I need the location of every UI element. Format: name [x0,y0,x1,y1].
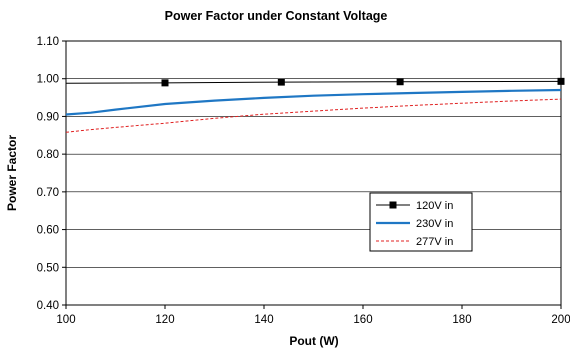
legend-marker-0 [389,201,397,209]
legend: 120V in 230V in 277V in [369,192,473,252]
x-tick-label: 120 [155,314,174,326]
x-axis-label: Pout (W) [289,334,338,348]
y-axis-label: Power Factor [5,135,19,211]
series-line-0 [65,80,562,84]
y-tick-label: 0.90 [37,111,59,123]
legend-label-0: 120V in [416,200,453,212]
series-marker-0 [557,77,565,85]
x-axis-ticks: 100 120 140 160 180 200 [56,305,570,326]
y-tick-label: 1.10 [37,36,59,48]
plot-area-border [65,40,562,306]
x-tick-label: 180 [452,314,471,326]
x-tick-label: 160 [353,314,372,326]
y-tick-label: 0.40 [37,300,59,312]
series-marker-0 [396,78,404,86]
y-tick-label: 0.60 [37,225,59,237]
series-line-2 [65,98,562,133]
series-lines [65,77,565,133]
legend-label-1: 230V in [416,218,453,230]
series-line-1 [65,88,562,116]
legend-label-2: 277V in [416,236,453,248]
chart-title: Power Factor under Constant Voltage [165,9,388,23]
series-marker-0 [161,79,169,87]
x-tick-label: 200 [551,314,570,326]
y-tick-label: 0.70 [37,187,59,199]
x-tick-label: 140 [254,314,273,326]
y-tick-label: 0.80 [37,149,59,161]
gridlines [66,78,561,268]
series-marker-0 [277,78,285,86]
y-tick-label: 1.00 [37,74,59,86]
y-tick-label: 0.50 [37,262,59,274]
x-tick-label: 100 [56,314,75,326]
y-axis-ticks: 0.40 0.50 0.60 0.70 0.80 0.90 1.00 1.10 [37,36,66,312]
